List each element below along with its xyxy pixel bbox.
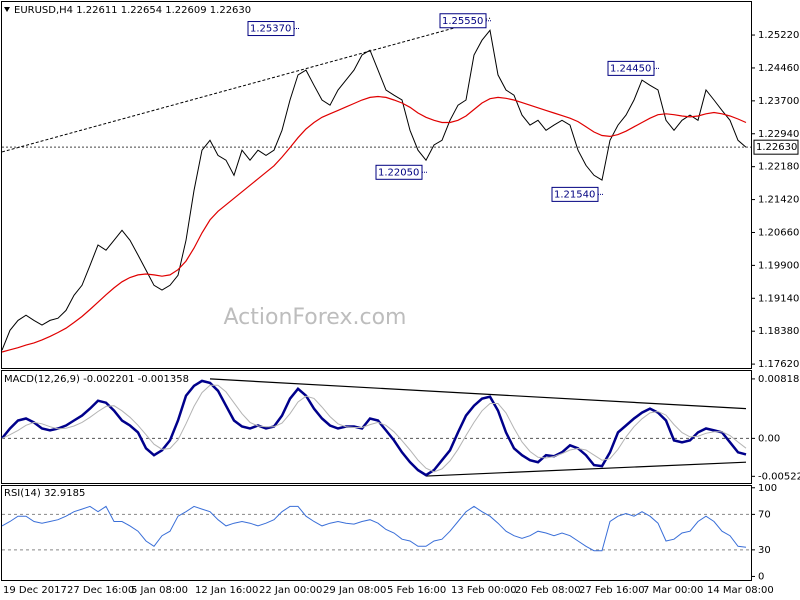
trendline xyxy=(209,378,747,410)
price-tag-label: 1.22630 xyxy=(756,142,797,153)
x-tick-label: 27 Dec 16:00 xyxy=(67,585,134,596)
annotation-label: 1.25550 xyxy=(442,16,483,27)
x-tick-label: 7 Mar 00:00 xyxy=(643,585,703,596)
macd-panel-frame xyxy=(1,370,752,484)
y-tick-label: 0.008182 xyxy=(758,374,800,385)
y-tick-label: 1.24460 xyxy=(758,63,799,74)
y-tick-label: 0 xyxy=(758,571,764,582)
rsi-title: RSI(14) 32.9185 xyxy=(4,488,85,499)
annotation-label: 1.24450 xyxy=(610,63,651,74)
x-tick-label: 5 Jan 08:00 xyxy=(131,585,188,596)
annotation-box xyxy=(551,186,599,202)
series-line xyxy=(1,379,747,477)
x-tick-label: 20 Feb 08:00 xyxy=(515,585,581,596)
y-tick-label: 1.17620 xyxy=(758,359,799,370)
y-tick-label: 0.00 xyxy=(758,433,780,444)
macd-title: MACD(12,26,9) -0.002201 -0.001358 xyxy=(4,374,189,385)
x-tick-label: 12 Jan 16:00 xyxy=(195,585,258,596)
annotation-box xyxy=(607,60,655,76)
y-tick-label: 1.21420 xyxy=(758,195,799,206)
y-tick-label: 1.23700 xyxy=(758,96,799,107)
y-tick-label: 30 xyxy=(758,545,771,556)
x-tick-label: 22 Jan 00:00 xyxy=(259,585,322,596)
series-line xyxy=(1,505,747,552)
x-tick-label: 27 Feb 16:00 xyxy=(579,585,645,596)
title-icon xyxy=(4,7,10,12)
y-tick-label: 1.19140 xyxy=(758,293,799,304)
y-tick-label: 1.22940 xyxy=(758,129,799,140)
x-tick-label: 13 Feb 00:00 xyxy=(451,585,517,596)
y-tick-label: 1.19900 xyxy=(758,260,799,271)
annotation-box xyxy=(247,21,295,37)
y-tick-label: 1.20660 xyxy=(758,227,799,238)
y-tick-label: 1.22180 xyxy=(758,162,799,173)
series-line xyxy=(1,384,747,473)
chart-title: EURUSD,H4 1.22611 1.22654 1.22609 1.2263… xyxy=(14,5,251,16)
y-tick-label: -0.005223 xyxy=(758,471,800,482)
x-tick-label: 29 Jan 08:00 xyxy=(323,585,386,596)
y-tick-label: 1.25220 xyxy=(758,30,799,41)
y-tick-label: 1.18380 xyxy=(758,326,799,337)
price-panel-frame xyxy=(1,1,752,369)
trendline xyxy=(1,17,491,153)
x-tick-label: 14 Mar 08:00 xyxy=(707,585,774,596)
annotation-box xyxy=(439,13,487,29)
x-tick-label: 5 Feb 16:00 xyxy=(387,585,446,596)
rsi-panel-frame xyxy=(1,485,752,581)
watermark: ActionForex.com xyxy=(224,305,407,330)
y-tick-label: 100 xyxy=(758,483,777,494)
x-tick-label: 19 Dec 2017 xyxy=(3,585,67,596)
series-line xyxy=(1,95,747,353)
series-line xyxy=(1,29,747,351)
annotation-box xyxy=(375,164,423,180)
trendline xyxy=(425,461,747,477)
price-tag xyxy=(753,139,799,155)
annotation-label: 1.25370 xyxy=(250,24,291,35)
y-tick-label: 70 xyxy=(758,509,771,520)
annotation-label: 1.22050 xyxy=(378,167,419,178)
annotation-label: 1.21540 xyxy=(554,189,595,200)
